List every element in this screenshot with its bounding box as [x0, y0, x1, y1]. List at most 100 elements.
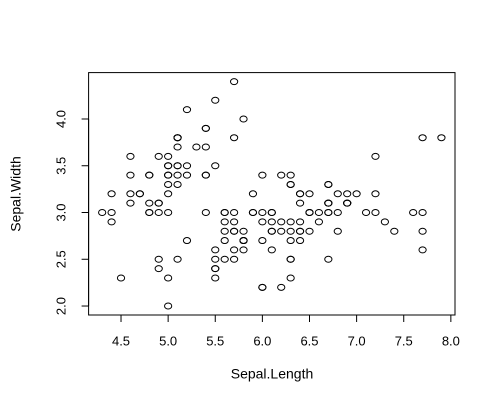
- point: [230, 209, 239, 217]
- point: [295, 190, 305, 198]
- point: [286, 218, 295, 226]
- point: [230, 78, 239, 86]
- x-tick-label: 4.5: [112, 333, 130, 348]
- point: [230, 255, 239, 263]
- point: [305, 209, 314, 217]
- y-tick-label: 3.5: [53, 157, 68, 175]
- point: [418, 246, 427, 254]
- point: [267, 209, 276, 217]
- point: [164, 190, 173, 198]
- point: [248, 190, 258, 198]
- point: [333, 190, 342, 198]
- point: [286, 274, 295, 282]
- point: [126, 199, 135, 207]
- point: [145, 171, 154, 179]
- point: [145, 199, 154, 207]
- point: [277, 227, 286, 235]
- point: [286, 227, 295, 235]
- point: [182, 106, 192, 114]
- point: [343, 199, 352, 207]
- point: [164, 209, 173, 217]
- point: [154, 255, 163, 263]
- x-tick-label: 6.5: [300, 333, 318, 348]
- point: [418, 227, 427, 235]
- point: [239, 237, 248, 245]
- point: [173, 162, 182, 170]
- point: [230, 227, 239, 235]
- point: [343, 190, 352, 198]
- point: [390, 227, 399, 235]
- point: [437, 134, 446, 142]
- point: [286, 180, 295, 188]
- point: [211, 246, 220, 254]
- point: [324, 180, 333, 188]
- y-tick-label: 4.0: [53, 110, 68, 128]
- point: [295, 227, 305, 235]
- point: [211, 274, 220, 282]
- y-tick-label: 3.0: [53, 203, 68, 221]
- point: [258, 171, 267, 179]
- point: [192, 143, 201, 151]
- point: [211, 265, 220, 273]
- point: [220, 255, 229, 263]
- point: [333, 209, 342, 217]
- point: [201, 124, 210, 132]
- point: [220, 237, 229, 245]
- y-axis-label: Sepal.Width: [8, 156, 24, 231]
- point: [107, 209, 116, 217]
- point: [164, 152, 173, 160]
- point: [267, 246, 276, 254]
- point: [220, 218, 229, 226]
- x-tick-label: 8.0: [442, 333, 460, 348]
- point: [126, 152, 135, 160]
- point: [211, 162, 220, 170]
- point: [107, 190, 116, 198]
- x-tick-label: 5.5: [206, 333, 224, 348]
- point: [230, 218, 239, 226]
- point: [324, 199, 333, 207]
- point: [126, 171, 135, 179]
- point: [164, 180, 173, 188]
- point: [371, 152, 380, 160]
- point: [173, 180, 182, 188]
- point: [154, 265, 163, 273]
- point: [164, 302, 173, 310]
- x-tick-label: 7.5: [395, 333, 413, 348]
- point: [145, 209, 154, 217]
- y-tick-label: 2.0: [53, 297, 68, 315]
- point: [164, 274, 173, 282]
- point: [277, 171, 286, 179]
- point: [173, 143, 182, 151]
- point: [258, 283, 267, 291]
- point: [286, 237, 295, 245]
- point: [324, 209, 333, 217]
- point: [258, 237, 267, 245]
- point: [211, 96, 220, 104]
- point: [173, 255, 182, 263]
- point: [135, 190, 144, 198]
- point: [371, 190, 380, 198]
- point: [220, 227, 229, 235]
- point: [333, 227, 342, 235]
- point: [352, 190, 361, 198]
- point: [116, 274, 126, 282]
- point: [418, 209, 427, 217]
- point: [164, 171, 173, 179]
- point: [371, 209, 380, 217]
- point: [182, 171, 192, 179]
- point: [248, 209, 258, 217]
- point: [173, 134, 182, 142]
- point: [361, 209, 371, 217]
- point: [201, 209, 210, 217]
- point: [182, 237, 192, 245]
- point: [154, 152, 163, 160]
- point: [286, 255, 295, 263]
- point: [277, 218, 286, 226]
- point: [277, 283, 286, 291]
- point: [305, 227, 314, 235]
- point: [324, 255, 333, 263]
- point: [286, 171, 295, 179]
- x-axis-label: Sepal.Length: [231, 366, 314, 382]
- point: [211, 255, 220, 263]
- point: [314, 209, 324, 217]
